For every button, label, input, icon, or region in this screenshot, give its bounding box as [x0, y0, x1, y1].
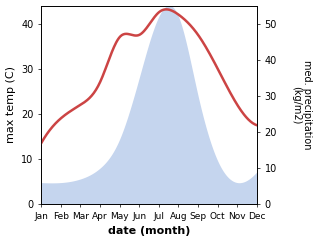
Y-axis label: med. precipitation
(kg/m2): med. precipitation (kg/m2) — [291, 60, 313, 150]
Y-axis label: max temp (C): max temp (C) — [5, 66, 16, 144]
X-axis label: date (month): date (month) — [108, 227, 190, 236]
